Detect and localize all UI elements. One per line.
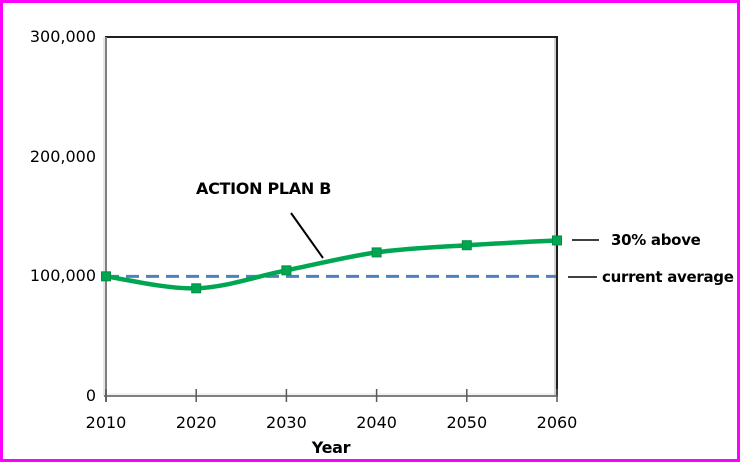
x-tick-label: 2030: [266, 413, 307, 432]
data-point-marker: [461, 240, 472, 251]
x-axis-title: Year: [311, 438, 351, 457]
y-tick-label: 100,000: [29, 266, 96, 286]
annotation-pointer-line: [290, 212, 324, 259]
y-tick-label: 200,000: [29, 146, 96, 166]
x-tick-label: 2020: [175, 413, 217, 432]
series-annotation-label: ACTION PLAN B: [196, 179, 332, 198]
x-tick-label: 2040: [356, 413, 397, 432]
y-tick-label: 300,000: [29, 27, 96, 46]
y-tick-label: 0: [85, 386, 96, 405]
data-point-marker: [101, 271, 111, 282]
baseline-annotation-label: current average: [602, 268, 734, 286]
series-line: [105, 238, 558, 291]
x-tick-label: 2050: [446, 413, 488, 432]
end-value-annotation-label: 30% above: [611, 231, 701, 249]
x-tick-label: 2060: [536, 413, 578, 432]
data-point-marker: [281, 265, 292, 276]
x-tick-label: 2010: [85, 413, 127, 432]
data-point-marker: [552, 235, 562, 246]
data-point-marker: [371, 247, 382, 258]
data-point-marker: [191, 283, 202, 294]
